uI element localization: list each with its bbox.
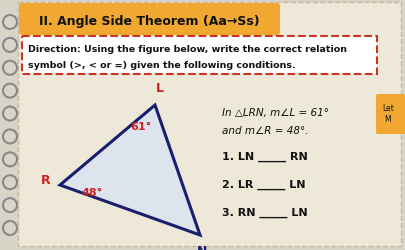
Text: Let
M: Let M xyxy=(382,104,394,124)
Text: L: L xyxy=(156,82,164,95)
FancyBboxPatch shape xyxy=(19,3,280,35)
Text: symbol (>, < or =) given the following conditions.: symbol (>, < or =) given the following c… xyxy=(28,60,296,70)
Text: 3. RN _____ LN: 3. RN _____ LN xyxy=(222,208,308,218)
Text: 2. LR _____ LN: 2. LR _____ LN xyxy=(222,180,305,190)
Text: 61°: 61° xyxy=(130,122,151,132)
Polygon shape xyxy=(60,105,200,235)
Text: N: N xyxy=(197,245,207,250)
Text: Direction: Using the figure below, write the correct relation: Direction: Using the figure below, write… xyxy=(28,46,347,54)
FancyBboxPatch shape xyxy=(376,94,405,134)
Text: 48°: 48° xyxy=(81,188,102,198)
Text: In △LRN, m∠L = 61°: In △LRN, m∠L = 61° xyxy=(222,108,329,118)
Text: 1. LN _____ RN: 1. LN _____ RN xyxy=(222,152,308,162)
Text: and m∠R = 48°.: and m∠R = 48°. xyxy=(222,126,309,136)
Text: R: R xyxy=(40,174,50,188)
Text: II. Angle Side Theorem (Aa→Ss): II. Angle Side Theorem (Aa→Ss) xyxy=(39,16,259,28)
FancyBboxPatch shape xyxy=(22,36,377,74)
FancyBboxPatch shape xyxy=(18,2,401,246)
